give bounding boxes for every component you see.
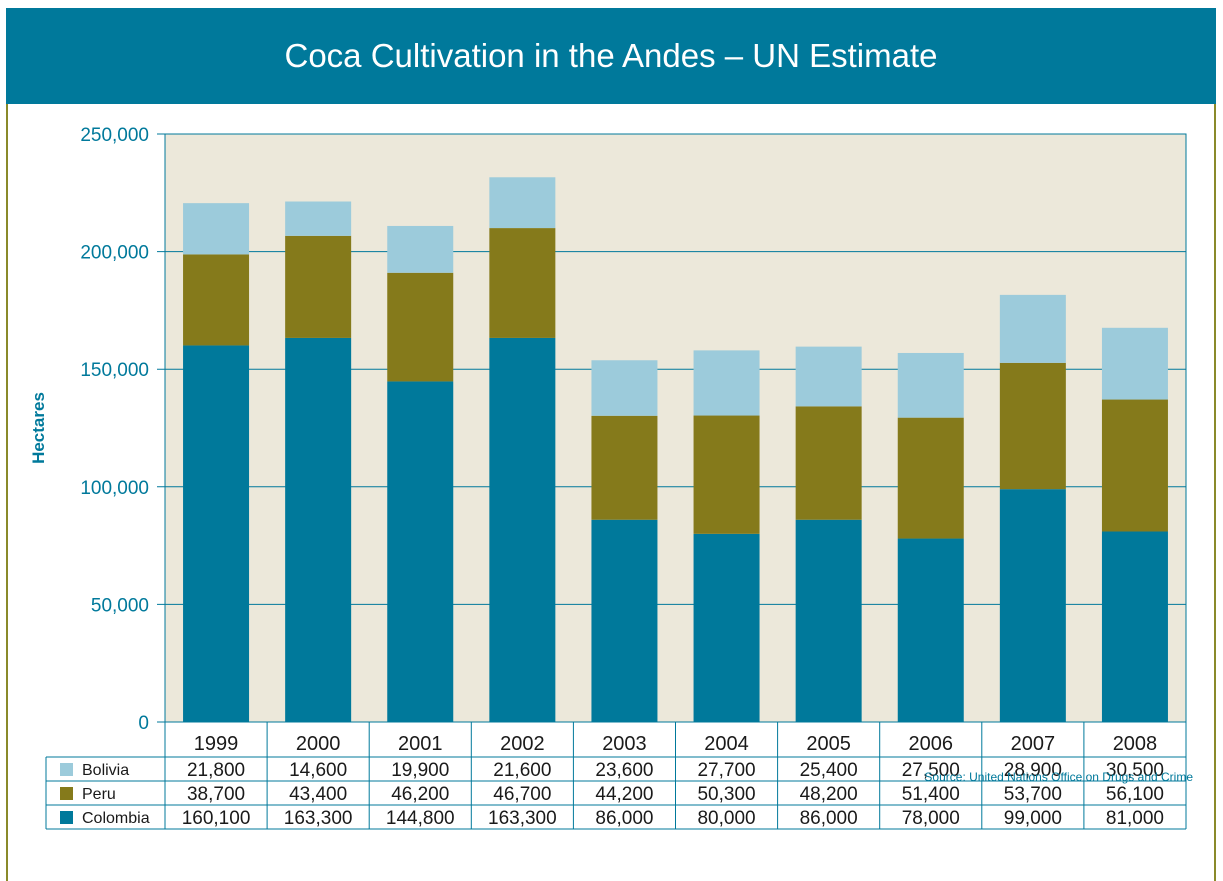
data-label-colombia: 163,300 [284, 808, 353, 829]
y-tick-label: 150,000 [80, 360, 149, 381]
bar-colombia [795, 519, 862, 722]
bar-peru [999, 362, 1066, 490]
data-label-bolivia: 14,600 [289, 760, 347, 781]
data-label-peru: 38,700 [187, 784, 245, 805]
bar-bolivia [795, 346, 862, 407]
bar-colombia [489, 337, 556, 722]
bar-colombia [183, 345, 250, 722]
data-label-peru: 44,200 [595, 784, 653, 805]
bar-peru [1101, 399, 1168, 532]
data-label-peru: 43,400 [289, 784, 347, 805]
data-label-peru: 46,700 [493, 784, 551, 805]
data-label-peru: 46,200 [391, 784, 449, 805]
bar-peru [795, 406, 862, 520]
bar-bolivia [387, 225, 454, 273]
x-tick-label: 2001 [398, 733, 443, 755]
x-tick-label: 2007 [1011, 733, 1056, 755]
x-tick-label: 2003 [602, 733, 647, 755]
y-axis-label: Hectares [29, 392, 48, 464]
bar-colombia [897, 538, 964, 722]
bar-peru [489, 228, 556, 338]
data-label-bolivia: 19,900 [391, 760, 449, 781]
bar-colombia [1101, 531, 1168, 722]
bar-peru [693, 415, 760, 534]
data-label-colombia: 99,000 [1004, 808, 1062, 829]
x-tick-label: 1999 [194, 733, 239, 755]
bar-bolivia [285, 201, 352, 236]
bar-bolivia [897, 352, 964, 418]
legend-label-bolivia: Bolivia [82, 762, 129, 779]
data-label-peru: 53,700 [1004, 784, 1062, 805]
legend-label-colombia: Colombia [82, 810, 150, 827]
data-label-colombia: 86,000 [595, 808, 653, 829]
bar-bolivia [693, 350, 760, 416]
bar-bolivia [999, 294, 1066, 363]
data-label-peru: 56,100 [1106, 784, 1164, 805]
bar-bolivia [591, 360, 658, 416]
x-tick-label: 2002 [500, 733, 545, 755]
y-tick-label: 50,000 [91, 595, 149, 616]
data-label-colombia: 81,000 [1106, 808, 1164, 829]
bar-colombia [693, 533, 760, 722]
title-bar: Coca Cultivation in the Andes – UN Estim… [6, 8, 1216, 104]
data-label-bolivia: 30,500 [1106, 760, 1164, 781]
bar-colombia [285, 337, 352, 722]
chart-title: Coca Cultivation in the Andes – UN Estim… [284, 37, 938, 74]
data-label-colombia: 86,000 [800, 808, 858, 829]
bar-colombia [999, 489, 1066, 722]
data-label-bolivia: 27,500 [902, 760, 960, 781]
bar-peru [387, 272, 454, 382]
x-tick-label: 2004 [704, 733, 749, 755]
data-label-colombia: 160,100 [182, 808, 251, 829]
data-label-bolivia: 23,600 [595, 760, 653, 781]
data-label-bolivia: 25,400 [800, 760, 858, 781]
bar-peru [183, 254, 250, 346]
bar-peru [285, 235, 352, 338]
data-label-colombia: 163,300 [488, 808, 557, 829]
x-tick-label: 2005 [806, 733, 851, 755]
data-label-colombia: 80,000 [697, 808, 755, 829]
bar-colombia [387, 381, 454, 722]
x-tick-label: 2008 [1113, 733, 1158, 755]
data-label-bolivia: 21,800 [187, 760, 245, 781]
bar-colombia [591, 519, 658, 722]
x-tick-label: 2000 [296, 733, 341, 755]
bar-bolivia [489, 177, 556, 229]
source-note: Source: United Nations Office on Drugs a… [924, 770, 1193, 784]
data-label-colombia: 144,800 [386, 808, 455, 829]
data-label-peru: 50,300 [697, 784, 755, 805]
data-label-bolivia: 27,700 [697, 760, 755, 781]
bar-peru [591, 415, 658, 520]
legend-label-peru: Peru [82, 786, 116, 803]
bar-peru [897, 417, 964, 539]
data-label-bolivia: 21,600 [493, 760, 551, 781]
legend-swatch-peru [60, 787, 73, 800]
y-tick-label: 100,000 [80, 478, 149, 499]
legend-swatch-bolivia [60, 763, 73, 776]
data-label-bolivia: 28,900 [1004, 760, 1062, 781]
y-tick-label: 250,000 [80, 125, 149, 146]
x-tick-label: 2006 [909, 733, 954, 755]
data-label-peru: 48,200 [800, 784, 858, 805]
y-tick-label: 200,000 [80, 243, 149, 264]
y-tick-label: 0 [138, 713, 149, 734]
data-label-colombia: 78,000 [902, 808, 960, 829]
legend-swatch-colombia [60, 811, 73, 824]
bar-bolivia [183, 203, 250, 255]
bar-bolivia [1101, 327, 1168, 400]
data-label-peru: 51,400 [902, 784, 960, 805]
